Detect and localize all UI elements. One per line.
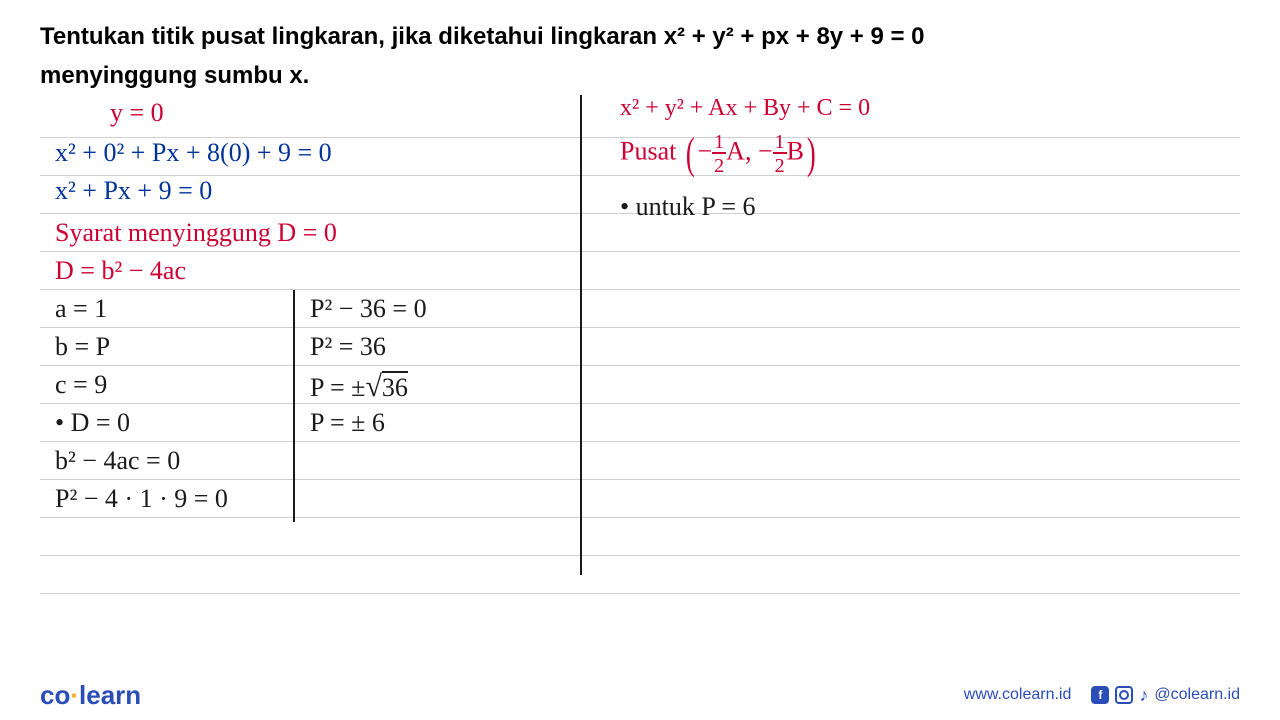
lined-paper (40, 100, 1240, 650)
problem-line-1: Tentukan titik pusat lingkaran, jika dik… (40, 20, 1240, 54)
eq-d0: • D = 0 (55, 408, 130, 438)
eq-a: a = 1 (55, 294, 107, 324)
eq-general-form: x² + y² + Ax + By + C = 0 (620, 95, 870, 122)
instagram-icon (1115, 686, 1133, 704)
eq-condition: Syarat menyinggung D = 0 (55, 218, 337, 248)
eq-p2-eq-36: P² = 36 (310, 332, 386, 362)
eq-p-sqrt: P = ±√36 (310, 370, 408, 404)
eq-reduced: x² + Px + 9 = 0 (55, 176, 212, 206)
facebook-icon: f (1091, 686, 1109, 704)
social-icons: f ♪ @colearn.id (1091, 685, 1240, 706)
column-divider (580, 95, 582, 575)
eq-b: b = P (55, 332, 110, 362)
problem-line-2: menyinggung sumbu x. (40, 59, 1240, 93)
eq-p2-36: P² − 36 = 0 (310, 294, 427, 324)
eq-y0: y = 0 (110, 98, 164, 128)
eq-b2-4ac: b² − 4ac = 0 (55, 446, 180, 476)
eq-substitute: x² + 0² + Px + 8(0) + 9 = 0 (55, 138, 332, 168)
footer-url: www.colearn.id (964, 686, 1072, 704)
tiktok-icon: ♪ (1139, 685, 1148, 706)
eq-discriminant: D = b² − 4ac (55, 256, 186, 286)
footer-handle: @colearn.id (1154, 686, 1240, 704)
eq-p2-expand: P² − 4 · 1 · 9 = 0 (55, 484, 228, 514)
brand-logo: co·learn (40, 680, 141, 711)
inner-divider-left (293, 290, 295, 522)
eq-c: c = 9 (55, 370, 107, 400)
eq-p-pm6: P = ± 6 (310, 408, 385, 438)
eq-center-formula: Pusat (−12A, −12B) (620, 128, 819, 179)
footer: co·learn www.colearn.id f ♪ @colearn.id (0, 670, 1280, 720)
eq-for-p6: • untuk P = 6 (620, 192, 756, 222)
